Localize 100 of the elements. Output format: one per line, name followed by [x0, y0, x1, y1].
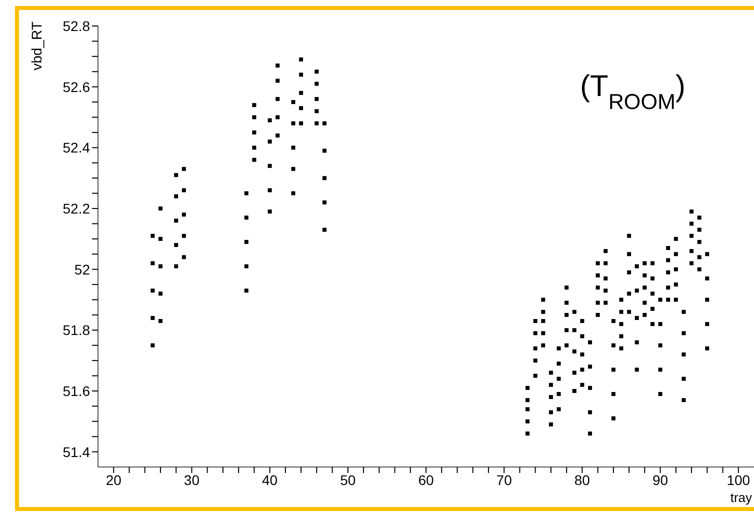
- point: [548, 382, 553, 387]
- x-tick-label: 60: [418, 472, 434, 488]
- y-tick-label: 52.6: [62, 78, 90, 95]
- point: [541, 343, 546, 348]
- point: [244, 191, 248, 196]
- point: [705, 346, 710, 350]
- point: [588, 432, 592, 436]
- point: [682, 352, 686, 356]
- point: [548, 395, 553, 400]
- point: [627, 252, 632, 256]
- x-tick-label: 70: [496, 472, 512, 488]
- point: [588, 386, 592, 390]
- point: [611, 368, 616, 372]
- point: [619, 310, 624, 314]
- point: [658, 322, 662, 326]
- point: [666, 258, 670, 262]
- point: [705, 322, 710, 326]
- point: [174, 242, 178, 247]
- point: [314, 109, 319, 114]
- point: [548, 370, 553, 375]
- point: [658, 392, 662, 396]
- point: [252, 115, 256, 120]
- x-tick-label: 50: [340, 472, 356, 488]
- point: [314, 82, 319, 86]
- x-axis-title: tray: [730, 490, 752, 505]
- point: [666, 270, 670, 274]
- point: [314, 70, 319, 74]
- point: [674, 298, 678, 302]
- point: [533, 346, 538, 350]
- point: [611, 343, 616, 348]
- point: [150, 316, 155, 320]
- point: [548, 422, 553, 426]
- y-tick-label: 52: [74, 261, 90, 278]
- point: [564, 312, 569, 317]
- point: [642, 286, 647, 290]
- point: [533, 319, 538, 324]
- y-tick-label: 51.4: [62, 444, 90, 460]
- point: [650, 276, 654, 280]
- point: [580, 319, 584, 324]
- point: [634, 264, 639, 268]
- point: [541, 310, 546, 314]
- point: [596, 300, 600, 305]
- point: [690, 234, 694, 238]
- point: [158, 206, 162, 210]
- y-tick-label: 51.8: [62, 322, 90, 338]
- point: [150, 261, 155, 266]
- x-tick-label: 40: [262, 472, 278, 488]
- point: [533, 358, 538, 363]
- point: [564, 328, 569, 332]
- point: [682, 310, 686, 314]
- point: [276, 133, 280, 138]
- point: [642, 273, 647, 278]
- point: [666, 246, 670, 250]
- point: [556, 362, 561, 366]
- point: [174, 264, 178, 268]
- point: [564, 286, 569, 290]
- point: [291, 121, 296, 126]
- point: [674, 267, 678, 272]
- point: [541, 331, 546, 336]
- point: [150, 343, 155, 348]
- point: [580, 382, 584, 387]
- point: [158, 292, 162, 296]
- point: [182, 255, 186, 260]
- point: [690, 261, 694, 266]
- point: [619, 334, 624, 338]
- point: [658, 298, 662, 302]
- y-tick-label: 52.8: [62, 18, 90, 34]
- point: [634, 368, 639, 372]
- point: [604, 261, 608, 266]
- point: [642, 261, 647, 266]
- point: [697, 228, 702, 232]
- x-tick-label: 30: [184, 472, 200, 488]
- point: [182, 234, 186, 238]
- point: [276, 115, 280, 120]
- point: [276, 64, 280, 68]
- point: [276, 78, 280, 83]
- point: [682, 398, 686, 402]
- point: [526, 398, 530, 402]
- point: [580, 352, 584, 356]
- point: [314, 96, 319, 101]
- point: [182, 212, 186, 217]
- point: [580, 334, 584, 338]
- point: [611, 319, 616, 324]
- point: [548, 410, 553, 414]
- annotation: (T$_{ROOM}$): [580, 70, 686, 114]
- point: [526, 407, 530, 412]
- point: [642, 300, 647, 305]
- point: [541, 319, 546, 324]
- point: [697, 216, 702, 220]
- point: [604, 276, 608, 280]
- point: [674, 252, 678, 256]
- point: [627, 234, 632, 238]
- point: [158, 236, 162, 241]
- y-tick-label: 52.2: [62, 200, 90, 216]
- point: [533, 374, 538, 378]
- point: [682, 376, 686, 381]
- point: [564, 343, 569, 348]
- point: [174, 218, 178, 223]
- point: [650, 322, 654, 326]
- point: [658, 368, 662, 372]
